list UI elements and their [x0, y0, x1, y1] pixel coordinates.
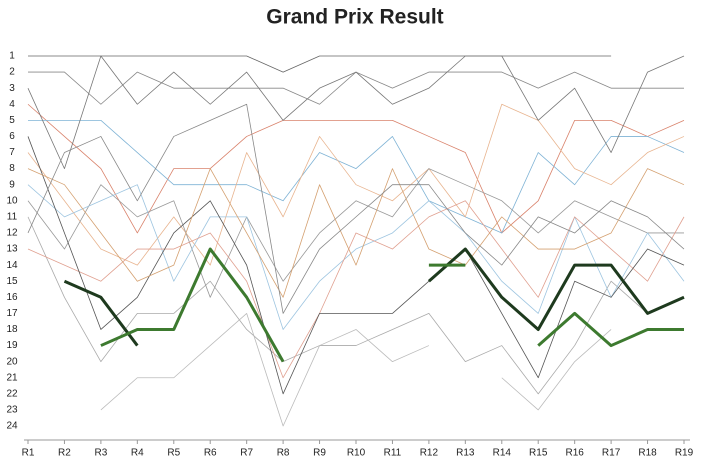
y-tick-label: 6: [9, 131, 15, 142]
x-tick-label: R13: [456, 448, 475, 459]
driver-line: [28, 119, 685, 234]
y-tick-label: 15: [6, 276, 18, 287]
y-tick-label: 23: [6, 405, 18, 416]
x-tick-label: R15: [529, 448, 548, 459]
y-tick-label: 7: [9, 147, 15, 158]
y-tick-label: 22: [6, 388, 18, 399]
x-tick-label: R3: [94, 448, 107, 459]
y-tick-label: 10: [6, 195, 18, 206]
highlight-line: [63, 247, 685, 347]
chart-title: Grand Prix Result: [266, 6, 443, 29]
y-tick-label: 20: [6, 356, 18, 367]
x-tick-label: R16: [565, 448, 584, 459]
driver-line: [27, 216, 685, 395]
driver-line: [27, 103, 685, 314]
x-tick-label: R4: [131, 448, 144, 459]
driver-line: [27, 103, 685, 234]
driver-line: [27, 136, 685, 395]
x-tick-label: R5: [167, 448, 180, 459]
y-tick-label: 12: [6, 228, 18, 239]
x-tick-label: R18: [638, 448, 657, 459]
x-tick-label: R8: [277, 448, 290, 459]
x-tick-label: R2: [58, 448, 71, 459]
y-tick-label: 14: [6, 260, 18, 271]
y-tick-label: 11: [7, 212, 18, 223]
y-tick-label: 1: [9, 51, 15, 62]
driver-line: [28, 71, 684, 105]
y-tick-label: 4: [9, 99, 15, 110]
x-tick-label: R1: [22, 448, 35, 459]
x-tick-label: R7: [240, 448, 253, 459]
x-tick-label: R12: [420, 448, 439, 459]
x-tick-label: R14: [493, 448, 512, 459]
driver-line: [27, 184, 685, 330]
y-tick-label: 17: [6, 308, 18, 319]
y-tick-label: 21: [6, 372, 18, 383]
driver-line: [27, 103, 685, 266]
driver-line: [27, 168, 684, 298]
x-tick-label: R9: [313, 448, 326, 459]
highlight-line: [100, 247, 684, 363]
x-tick-label: R19: [675, 448, 694, 459]
x-tick-label: R10: [347, 448, 366, 459]
y-tick-label: 5: [9, 115, 15, 126]
y-tick-label: 8: [9, 163, 15, 174]
x-tick-label: R11: [384, 448, 402, 459]
driver-line: [27, 168, 685, 298]
y-tick-label: 13: [6, 244, 18, 255]
y-tick-label: 3: [9, 83, 15, 94]
y-tick-label: 19: [6, 340, 18, 351]
driver-line: [27, 200, 685, 379]
y-tick-label: 2: [9, 67, 15, 78]
driver-line: [27, 55, 685, 170]
y-tick-label: 24: [6, 421, 18, 432]
y-tick-label: 18: [6, 324, 18, 335]
y-tick-label: 16: [6, 292, 18, 303]
x-tick-label: R17: [602, 448, 621, 459]
x-tick-label: R6: [204, 448, 217, 459]
driver-line: [28, 55, 612, 73]
y-tick-label: 9: [9, 179, 15, 190]
driver-line: [100, 312, 612, 427]
